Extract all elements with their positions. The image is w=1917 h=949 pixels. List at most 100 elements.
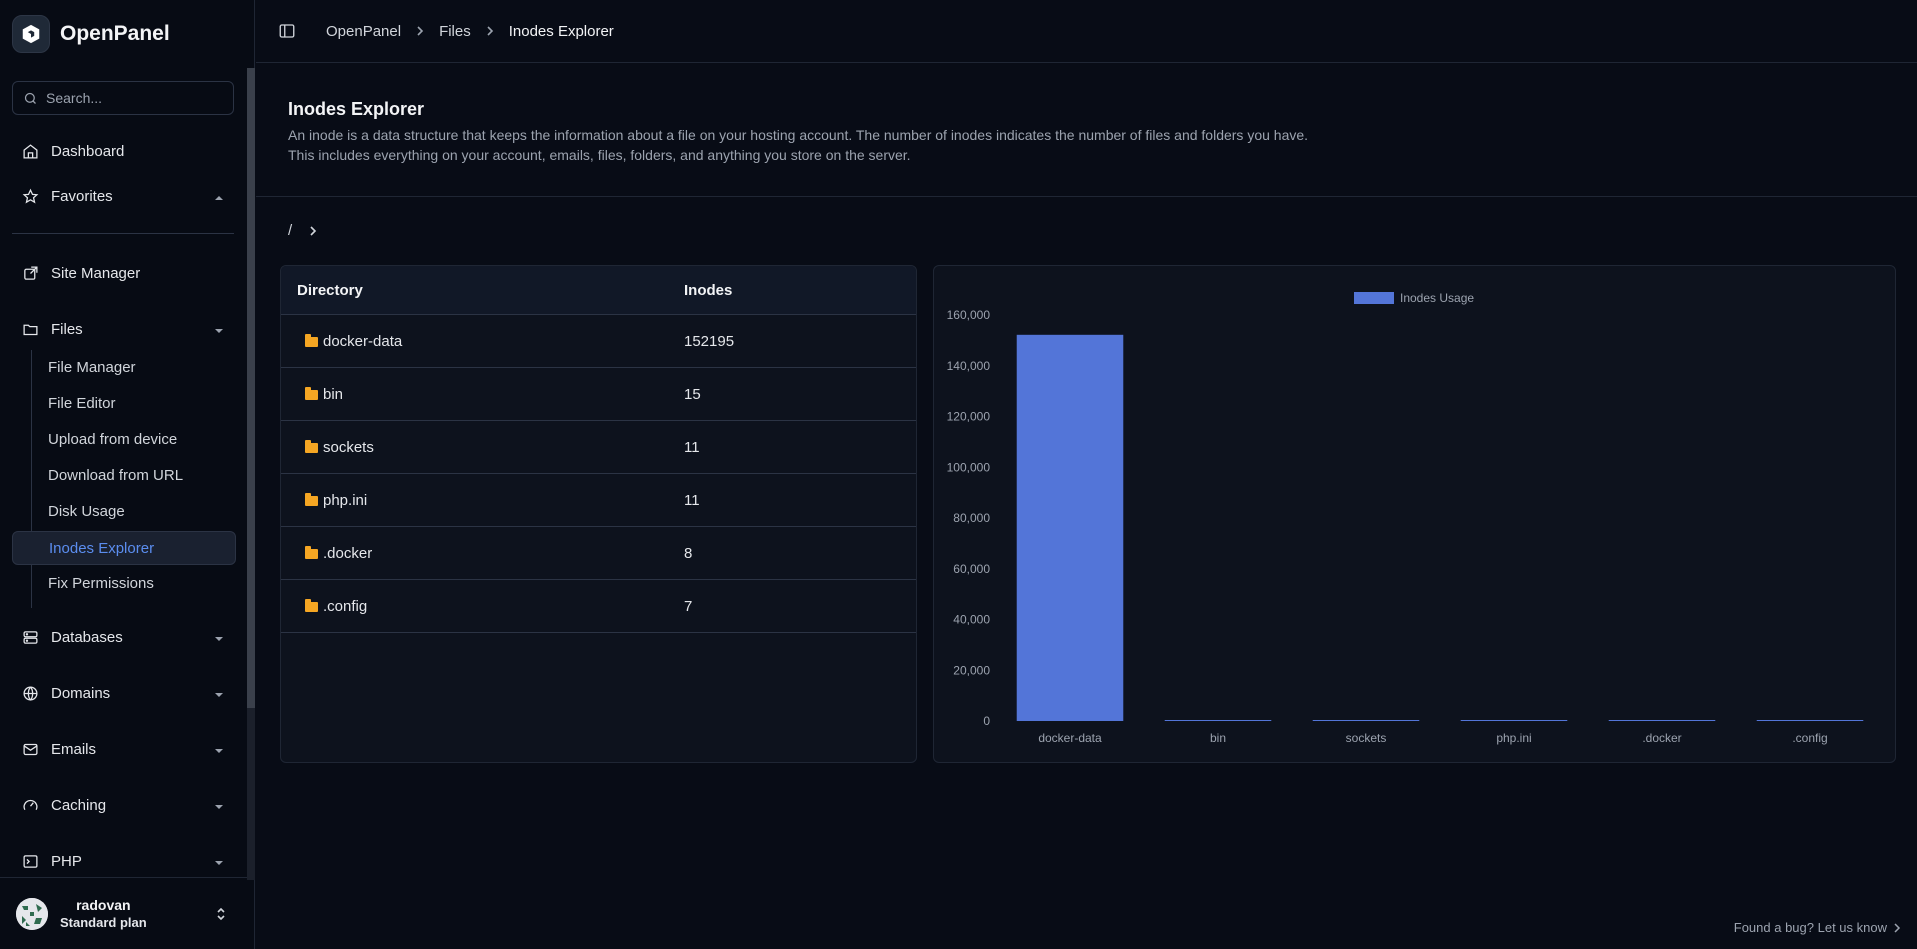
table-row[interactable]: bin 15 — [281, 368, 916, 421]
nav-php[interactable]: PHP — [12, 844, 236, 876]
page-title: Inodes Explorer — [288, 99, 425, 119]
sidebar-item-upload-from-device[interactable]: Upload from device — [48, 430, 178, 448]
column-header-inodes: Inodes — [684, 281, 733, 299]
app-name: OpenPanel — [60, 22, 170, 45]
inodes-count: 7 — [684, 597, 693, 615]
nav-site-manager[interactable]: Site Manager — [12, 256, 236, 290]
home-icon — [21, 142, 39, 160]
nav-php-clip: PHP — [0, 844, 247, 876]
chevron-right-icon — [1893, 922, 1901, 934]
chart-bar — [1312, 720, 1420, 721]
y-tick-label: 20,000 — [953, 663, 990, 677]
bug-report-link[interactable]: Found a bug? Let us know — [1734, 920, 1901, 935]
directory-name[interactable]: bin — [323, 385, 344, 403]
database-icon — [21, 628, 39, 646]
openpanel-logo-icon — [12, 15, 50, 53]
sidebar-item-inodes-explorer[interactable]: Inodes Explorer — [12, 531, 236, 565]
nav-emails[interactable]: Emails — [12, 732, 236, 766]
top-bar: OpenPanel Files Inodes Explorer — [256, 0, 1917, 63]
page-description: An inode is a data structure that keeps … — [288, 125, 1308, 165]
search-box[interactable] — [12, 81, 234, 115]
gauge-icon — [21, 796, 39, 814]
page-header: Inodes Explorer An inode is a data struc… — [256, 63, 1917, 197]
sidebar-toggle-icon[interactable] — [278, 22, 296, 40]
folder-icon — [305, 545, 318, 559]
user-plan: Standard plan — [60, 915, 147, 930]
sidebar-item-disk-usage[interactable]: Disk Usage — [48, 502, 125, 520]
search-icon — [23, 91, 38, 106]
breadcrumb-openpanel[interactable]: OpenPanel — [326, 22, 402, 40]
chevron-right-icon — [415, 25, 425, 37]
inodes-count: 152195 — [684, 332, 735, 350]
inodes-count: 8 — [684, 544, 693, 562]
breadcrumb: OpenPanel Files Inodes Explorer — [326, 23, 614, 40]
legend-swatch — [1354, 292, 1394, 304]
inodes-bar-chart: Inodes Usage 0 20,000 40,000 60,000 80,000 100… — [947, 291, 1864, 745]
directory-name[interactable]: docker-data — [323, 332, 403, 350]
directory-name[interactable]: sockets — [323, 438, 374, 456]
nav-emails-label: Emails — [51, 740, 97, 758]
y-tick-label: 40,000 — [953, 613, 990, 627]
sidebar-scrollbar-thumb[interactable] — [247, 68, 255, 708]
table-row[interactable]: .config 7 — [281, 580, 916, 633]
y-tick-label: 120,000 — [947, 410, 991, 424]
nav-files[interactable]: Files — [12, 312, 236, 346]
sidebar-item-fix-permissions[interactable]: Fix Permissions — [48, 574, 154, 592]
star-icon — [21, 187, 39, 205]
table-row[interactable]: sockets 11 — [281, 421, 916, 474]
caret-down-icon — [214, 743, 224, 760]
directory-path: / — [288, 222, 318, 239]
table-row[interactable]: docker-data 152195 — [281, 315, 916, 368]
nav-caching[interactable]: Caching — [12, 788, 236, 822]
search-input[interactable] — [46, 90, 226, 106]
chart-bar — [1756, 720, 1864, 721]
y-tick-label: 140,000 — [947, 359, 991, 373]
path-root[interactable]: / — [288, 222, 293, 239]
brand[interactable]: OpenPanel — [12, 15, 170, 53]
globe-icon — [21, 684, 39, 702]
x-tick-label: bin — [1210, 731, 1226, 745]
nav-dashboard[interactable]: Dashboard — [12, 134, 236, 168]
table-row[interactable]: .docker 8 — [281, 527, 916, 580]
chart-bar — [1016, 334, 1124, 721]
legend-label: Inodes Usage — [1400, 291, 1474, 305]
directory-name[interactable]: .config — [323, 597, 368, 615]
caret-down-icon — [214, 687, 224, 704]
nav-files-label: Files — [51, 320, 83, 338]
sidebar: OpenPanel Dashboard Favorites Site Manag… — [0, 0, 255, 949]
nav-divider — [12, 233, 234, 234]
chart-bar — [1164, 720, 1272, 721]
table-row[interactable]: php.ini 11 — [281, 474, 916, 527]
folder-icon — [305, 333, 318, 347]
inodes-table: Directory Inodes docker-data 152195 bin … — [280, 265, 917, 763]
nav-favorites[interactable]: Favorites — [12, 179, 236, 213]
page-description-line-2: This includes everything on your account… — [288, 147, 911, 163]
user-menu[interactable]: radovan Standard plan — [0, 877, 247, 949]
nav-domains-label: Domains — [51, 684, 111, 702]
sidebar-item-file-manager[interactable]: File Manager — [48, 358, 136, 376]
caret-down-icon — [214, 631, 224, 648]
y-tick-label: 160,000 — [947, 308, 991, 322]
page-description-line-1: An inode is a data structure that keeps … — [288, 127, 1309, 143]
chart-bar — [1460, 720, 1568, 721]
sidebar-item-file-editor[interactable]: File Editor — [48, 394, 116, 412]
nav-databases[interactable]: Databases — [12, 620, 236, 654]
x-tick-label: .config — [1792, 731, 1827, 745]
nav-dashboard-label: Dashboard — [51, 142, 125, 160]
x-tick-label: docker-data — [1038, 731, 1102, 745]
y-tick-label: 0 — [983, 714, 990, 728]
breadcrumb-current: Inodes Explorer — [508, 22, 614, 40]
folder-icon — [305, 439, 318, 453]
nav-favorites-label: Favorites — [51, 187, 113, 205]
directory-name[interactable]: .docker — [323, 544, 373, 562]
inodes-count: 11 — [684, 491, 700, 509]
nav-domains[interactable]: Domains — [12, 676, 236, 710]
sidebar-item-download-from-url[interactable]: Download from URL — [48, 466, 184, 484]
chevrons-up-down-icon[interactable] — [215, 906, 227, 926]
chevron-right-icon — [308, 225, 318, 237]
caret-up-icon — [214, 190, 224, 207]
breadcrumb-files[interactable]: Files — [439, 22, 471, 40]
directory-name[interactable]: php.ini — [323, 491, 368, 509]
table-header: Directory Inodes — [281, 266, 916, 315]
nav-site-manager-label: Site Manager — [51, 264, 141, 282]
